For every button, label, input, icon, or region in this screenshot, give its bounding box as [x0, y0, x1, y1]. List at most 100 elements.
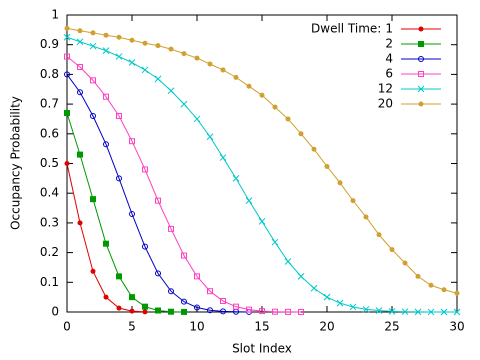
point — [349, 303, 357, 311]
point — [220, 67, 226, 73]
point — [272, 308, 278, 315]
point — [219, 154, 227, 161]
point — [77, 220, 83, 226]
point — [245, 197, 253, 204]
point — [103, 240, 109, 247]
point — [418, 41, 424, 47]
point — [129, 37, 135, 43]
point — [259, 308, 265, 315]
point — [103, 294, 109, 300]
point — [102, 47, 110, 54]
point — [90, 30, 96, 36]
y-tick-label: 0.8 — [40, 67, 59, 81]
y-tick-label: 0.7 — [40, 97, 59, 111]
point — [180, 100, 188, 108]
point — [129, 308, 135, 314]
point — [155, 270, 161, 277]
point — [142, 40, 148, 46]
point — [258, 218, 266, 225]
point — [271, 238, 279, 246]
point — [324, 163, 330, 169]
point — [129, 294, 135, 301]
point — [76, 38, 84, 46]
y-tick-label: 1 — [51, 8, 59, 22]
point — [142, 243, 148, 250]
point — [90, 196, 96, 203]
x-tick-label: 15 — [254, 320, 269, 334]
point — [181, 298, 187, 305]
y-tick-label: 0.4 — [40, 186, 59, 200]
point — [168, 46, 174, 52]
point — [116, 305, 122, 311]
point — [388, 308, 396, 315]
point — [206, 133, 214, 141]
point — [64, 161, 70, 166]
series-line — [66, 27, 458, 294]
point — [207, 61, 213, 67]
series-line — [66, 163, 146, 313]
point — [285, 308, 291, 315]
point — [259, 92, 265, 98]
point — [142, 309, 148, 315]
point — [310, 284, 318, 292]
point — [207, 307, 213, 314]
series-line — [66, 36, 458, 313]
point — [129, 210, 135, 217]
point — [193, 115, 201, 123]
point — [298, 131, 304, 137]
point — [116, 34, 122, 40]
point — [154, 75, 162, 83]
point — [233, 303, 239, 310]
point — [453, 308, 461, 316]
y-tick-label: 0.3 — [40, 215, 59, 229]
point — [337, 180, 343, 186]
x-tick-label: 10 — [189, 320, 204, 334]
point — [427, 308, 435, 316]
point — [142, 166, 148, 173]
point — [77, 28, 83, 34]
point — [207, 288, 213, 295]
point — [194, 273, 200, 280]
point — [128, 59, 136, 66]
x-axis-label: Slot Index — [232, 342, 292, 356]
series-line — [66, 56, 302, 313]
point — [285, 116, 291, 122]
point — [64, 71, 70, 78]
point — [246, 83, 252, 89]
point — [116, 175, 122, 182]
point — [323, 293, 331, 301]
point — [402, 260, 408, 266]
point — [129, 138, 135, 145]
point — [417, 85, 425, 93]
point — [440, 308, 448, 316]
point — [220, 308, 226, 315]
point — [375, 307, 383, 314]
y-tick-label: 0.6 — [40, 126, 59, 140]
x-tick-label: 25 — [384, 320, 399, 334]
x-tick-label: 20 — [319, 320, 334, 334]
point — [155, 197, 161, 204]
point — [401, 308, 409, 316]
point — [103, 141, 109, 148]
y-tick-label: 0.2 — [40, 245, 59, 259]
legend-label: 4 — [385, 52, 393, 66]
point — [141, 66, 149, 74]
x-tick-label: 5 — [128, 320, 136, 334]
point — [168, 308, 174, 315]
point — [232, 174, 240, 182]
point — [284, 258, 292, 265]
legend-label: 6 — [385, 67, 393, 81]
point — [389, 247, 395, 253]
point — [362, 305, 370, 313]
point — [418, 71, 424, 77]
point — [272, 104, 278, 110]
point — [418, 26, 424, 32]
y-tick-label: 0 — [51, 305, 59, 319]
point — [89, 42, 97, 50]
point — [376, 232, 382, 238]
x-tick-label: 30 — [449, 320, 464, 334]
y-tick-label: 0.9 — [40, 37, 59, 51]
point — [414, 308, 422, 316]
